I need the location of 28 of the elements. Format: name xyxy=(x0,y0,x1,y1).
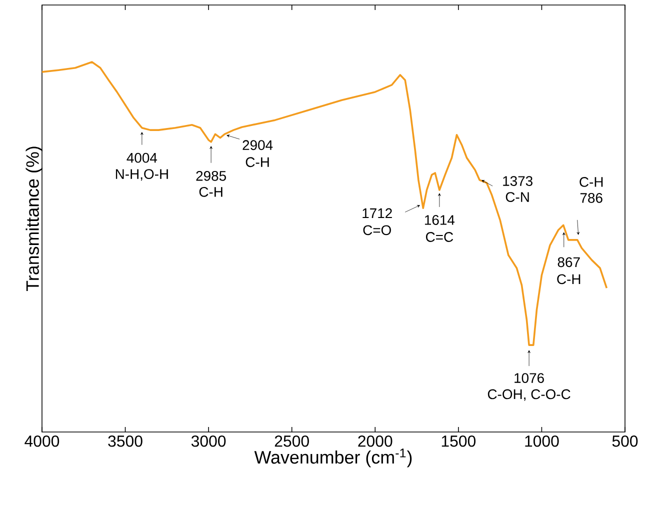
x-tick-label: 3500 xyxy=(108,436,142,447)
annotation: C=O xyxy=(363,225,391,236)
annotation: C-H xyxy=(580,177,603,187)
annotation: 1614 xyxy=(424,215,455,225)
x-tick-label: 1000 xyxy=(525,436,559,447)
x-axis-title: Wavenumber (cm$^{-1}$) xyxy=(254,448,412,468)
annotation: C=C xyxy=(426,232,454,242)
annotation: 2985 xyxy=(196,170,226,181)
x-tick-label: 2500 xyxy=(274,436,309,447)
annotation: C-H xyxy=(199,186,222,197)
annotation: 867 xyxy=(558,257,580,268)
annotation: 786 xyxy=(580,193,602,203)
x-tick-label: 4000 xyxy=(24,436,60,447)
annotation: C-OH, C-O-C xyxy=(488,389,570,401)
x-tick-label: 3000 xyxy=(191,436,226,447)
annotation: N-H,O-H xyxy=(116,169,168,181)
annotation: 1712 xyxy=(362,208,392,218)
annotation: 1373 xyxy=(503,176,532,186)
annotation: C-H xyxy=(246,157,269,168)
x-tick-label: 1500 xyxy=(442,436,476,447)
annotation: C-N xyxy=(506,192,529,202)
annotation: 1076 xyxy=(514,373,544,383)
y-axis-title: Transmittance (%) xyxy=(26,146,42,291)
annotation: 4004 xyxy=(126,152,158,163)
annotation: C-H xyxy=(557,274,580,284)
x-tick-label: 500 xyxy=(612,436,638,447)
x-tick-label: 2000 xyxy=(358,436,392,447)
annotation: 2904 xyxy=(242,140,273,150)
